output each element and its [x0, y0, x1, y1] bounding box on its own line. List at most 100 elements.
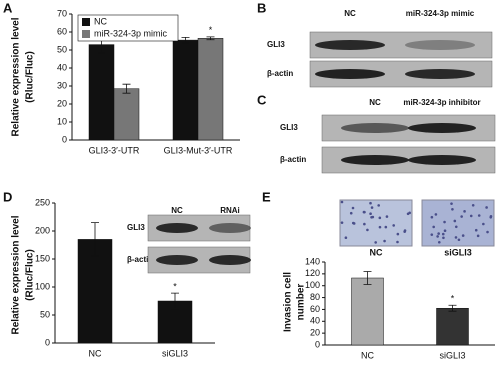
x-tick-label: NC [361, 350, 374, 360]
y-tick-label: 30 [57, 80, 67, 90]
cell [383, 239, 386, 243]
x-tick-label: GLI3-Mut-3′-UTR [164, 145, 233, 155]
cell [396, 232, 400, 236]
cell [460, 215, 463, 218]
y-tick-label: 100 [305, 280, 320, 290]
legend-swatch [82, 18, 90, 26]
blot-column: NC [369, 98, 381, 107]
annotation: * [451, 294, 455, 304]
blot-row: GLI3 [127, 223, 145, 232]
cell [432, 225, 435, 229]
bar [88, 44, 115, 141]
blot-row: β-actin [280, 155, 306, 164]
y-tick-label: 10 [57, 116, 67, 126]
y-tick-label: 0 [45, 337, 50, 347]
cell [369, 212, 372, 216]
blot-band [341, 155, 409, 165]
cell [349, 211, 353, 215]
micrograph [421, 199, 495, 247]
cell [437, 232, 440, 235]
y-tick-label: 50 [40, 309, 50, 319]
blot-band [405, 40, 475, 50]
bar [77, 239, 113, 344]
image-label: NC [370, 247, 383, 257]
blot-row: GLI3 [280, 123, 298, 132]
blot-column: miR-324-3p inhibitor [403, 98, 480, 107]
cell [451, 207, 454, 211]
cell [384, 225, 388, 229]
y-tick-label: 80 [310, 292, 320, 302]
x-tick-label: NC [89, 348, 102, 358]
legend-box [77, 14, 179, 42]
cell [489, 215, 493, 219]
blot-band [156, 223, 198, 233]
cell [453, 219, 457, 223]
annotation: * [209, 25, 213, 35]
error-bar [181, 37, 190, 44]
y-tick-label: 0 [315, 339, 320, 349]
cell [457, 238, 461, 242]
cell [461, 234, 465, 237]
cell [403, 229, 407, 232]
error-bar [122, 83, 131, 94]
blot-column: NC [344, 9, 356, 18]
y-tick-label: 20 [310, 328, 320, 338]
legend-label: NC [94, 16, 107, 26]
blot-band [156, 255, 198, 265]
cell [476, 234, 480, 238]
panel-label: B [257, 0, 266, 15]
cell [485, 206, 488, 209]
blot-band [209, 223, 251, 233]
panel-label: C [257, 92, 267, 107]
blot-column: RNAi [220, 206, 240, 215]
cell [392, 224, 396, 227]
cell [363, 222, 366, 226]
cell [408, 211, 411, 215]
blot-column: NC [171, 206, 183, 215]
y-tick-label: 40 [57, 62, 67, 72]
cell [385, 215, 389, 218]
x-tick-label: siGLI3 [439, 350, 465, 360]
cell [369, 201, 372, 205]
cell [344, 236, 348, 240]
bar [351, 277, 384, 346]
y-tick-label: 70 [57, 8, 67, 18]
y-tick-label: 200 [35, 225, 50, 235]
blot-row: β-actin [267, 69, 293, 78]
blot-band [315, 40, 385, 50]
panel-label: A [3, 0, 13, 15]
legend-swatch [82, 30, 90, 38]
y-tick-label: 250 [35, 197, 50, 207]
panel-label: D [3, 189, 12, 204]
error-bar [91, 222, 99, 257]
y-tick-label: 40 [310, 316, 320, 326]
y-tick-label: 50 [57, 44, 67, 54]
y-axis-label: number [296, 284, 307, 321]
error-bar [206, 36, 215, 41]
cell [430, 233, 434, 236]
cell [378, 225, 382, 229]
cell [474, 228, 478, 232]
cell [437, 240, 441, 244]
cell [366, 228, 369, 232]
y-tick-label: 100 [35, 281, 50, 291]
y-axis-label: Relative expression level [11, 215, 22, 334]
cell [450, 202, 453, 205]
bar [113, 88, 140, 141]
bar [172, 39, 199, 141]
cell [469, 214, 473, 218]
x-tick-label: GLI3-3′-UTR [89, 145, 140, 155]
cell [377, 204, 380, 207]
y-tick-label: 0 [62, 134, 67, 144]
y-axis-label: (Rluc/Fluc) [25, 51, 36, 103]
cell [374, 241, 377, 244]
cell [340, 221, 344, 224]
cell [471, 204, 475, 207]
cell [463, 210, 466, 213]
y-axis-label: Relative expression level [11, 17, 22, 136]
blot-band [405, 69, 475, 79]
cell [370, 206, 374, 209]
blot-band [341, 123, 409, 133]
cell [454, 236, 458, 239]
